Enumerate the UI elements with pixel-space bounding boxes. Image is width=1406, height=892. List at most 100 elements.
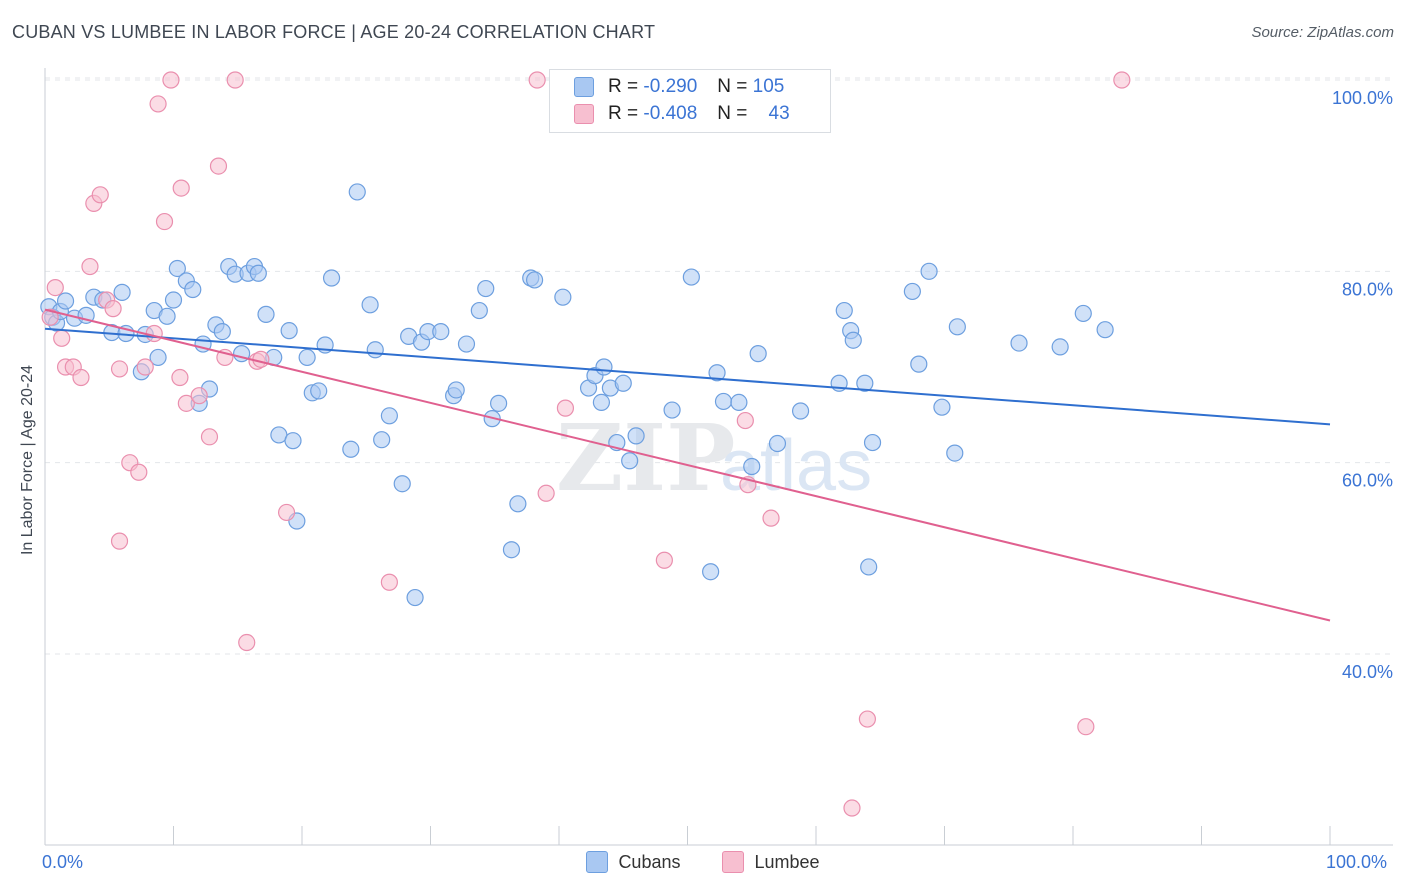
cubans-point — [903, 282, 921, 301]
y-tick-label: 40.0% — [1342, 662, 1393, 682]
lumbee-point — [110, 532, 129, 550]
cubans-point — [310, 382, 328, 400]
lumbee-point — [537, 484, 555, 502]
legend-item-cubans: Cubans — [586, 851, 680, 873]
cubans-point — [863, 433, 882, 452]
cubans-point — [525, 271, 544, 289]
cubans-point — [627, 427, 645, 445]
cubans-point — [249, 264, 267, 282]
cubans-n-label: N = — [717, 76, 748, 97]
cubans-point — [844, 331, 862, 349]
cubans-point — [1051, 338, 1069, 356]
cubans-point — [856, 374, 874, 392]
lumbee-swatch — [574, 104, 594, 124]
cubans-point — [749, 345, 767, 363]
lumbee-point — [277, 503, 296, 522]
cubans-point — [298, 348, 316, 367]
lumbee-point — [149, 95, 167, 113]
lumbee-n-value: 43 — [768, 103, 790, 124]
cubans-point — [920, 262, 938, 280]
x-max-label: 100.0% — [1326, 852, 1388, 872]
cubans-point — [730, 393, 748, 411]
lumbee-point — [528, 71, 546, 89]
cubans-point — [257, 305, 275, 323]
legend-item-lumbee: Lumbee — [722, 851, 820, 873]
lumbee-point — [72, 368, 90, 387]
stats-legend: R = -0.290 N = 105 R = -0.408 N = 43 — [549, 69, 831, 133]
cubans-point — [714, 392, 733, 411]
cubans-point — [509, 495, 527, 513]
lumbee-point — [190, 387, 208, 405]
lumbee-point — [1113, 71, 1131, 89]
lumbee-r-label: R = — [608, 103, 639, 124]
cubans-point — [933, 398, 951, 416]
x-min-label: 0.0% — [42, 852, 84, 872]
cubans-point — [663, 401, 681, 419]
legend-cubans-swatch — [586, 851, 609, 873]
watermark-zip: ZIP — [556, 404, 735, 512]
stats-row-lumbee: R = -0.408 N = 43 — [574, 101, 790, 127]
lumbee-r-value: -0.408 — [643, 103, 698, 124]
lumbee-point — [171, 368, 189, 387]
cubans-point — [470, 301, 488, 320]
watermark-atlas: atlas — [720, 426, 872, 506]
cubans-point — [113, 283, 131, 301]
lumbee-point — [209, 157, 228, 175]
cubans-point — [158, 307, 176, 325]
cubans-swatch — [574, 77, 594, 97]
y-tick-label: 100.0% — [1332, 88, 1393, 108]
cubans-point — [284, 432, 302, 450]
lumbee-point — [53, 329, 71, 347]
cubans-point — [361, 296, 379, 314]
lumbee-point — [145, 324, 163, 343]
cubans-point — [56, 292, 75, 310]
cubans-point — [502, 541, 521, 559]
y-tick-label: 80.0% — [1342, 279, 1393, 299]
y-tick-label: 60.0% — [1342, 471, 1393, 491]
cubans-point — [592, 393, 611, 411]
cubans-point — [149, 348, 167, 367]
lumbee-point — [162, 71, 180, 89]
lumbee-point — [736, 411, 754, 430]
cubans-point — [614, 374, 632, 392]
cubans-point — [948, 318, 966, 336]
cubans-point — [432, 323, 450, 341]
lumbee-point — [843, 799, 861, 817]
lumbee-n-label: N = — [717, 103, 748, 124]
lumbee-point — [252, 350, 270, 368]
cubans-trend-line — [44, 327, 1331, 426]
lumbee-point — [81, 257, 99, 276]
cubans-point — [280, 322, 298, 340]
lumbee-point — [177, 394, 195, 412]
cubans-point — [342, 440, 360, 458]
lumbee-point — [130, 463, 148, 481]
cubans-point — [490, 394, 508, 412]
legend-lumbee-label: Lumbee — [754, 851, 820, 872]
cubans-point — [322, 269, 341, 287]
cubans-point — [348, 183, 366, 201]
cubans-point — [682, 268, 700, 286]
lumbee-point — [41, 308, 59, 326]
cubans-point — [380, 407, 398, 425]
lumbee-point — [200, 428, 219, 446]
cubans-point — [184, 280, 202, 299]
cubans-point — [366, 341, 384, 359]
cubans-point — [1074, 304, 1092, 323]
lumbee-point — [104, 300, 122, 318]
lumbee-point — [91, 186, 109, 204]
lumbee-point — [172, 179, 190, 197]
cubans-point — [835, 301, 853, 320]
cubans-point — [477, 279, 495, 298]
chart-title: CUBAN VS LUMBEE IN LABOR FORCE | AGE 20-… — [12, 22, 656, 42]
cubans-point — [447, 381, 465, 399]
cubans-point — [213, 323, 231, 341]
cubans-point — [768, 434, 787, 453]
lumbee-point — [762, 509, 780, 527]
lumbee-point — [556, 399, 575, 417]
cubans-point — [708, 364, 726, 382]
lumbee-point — [655, 551, 673, 569]
lumbee-point — [858, 710, 877, 728]
legend-lumbee-swatch — [722, 851, 745, 873]
cubans-point — [554, 288, 572, 306]
